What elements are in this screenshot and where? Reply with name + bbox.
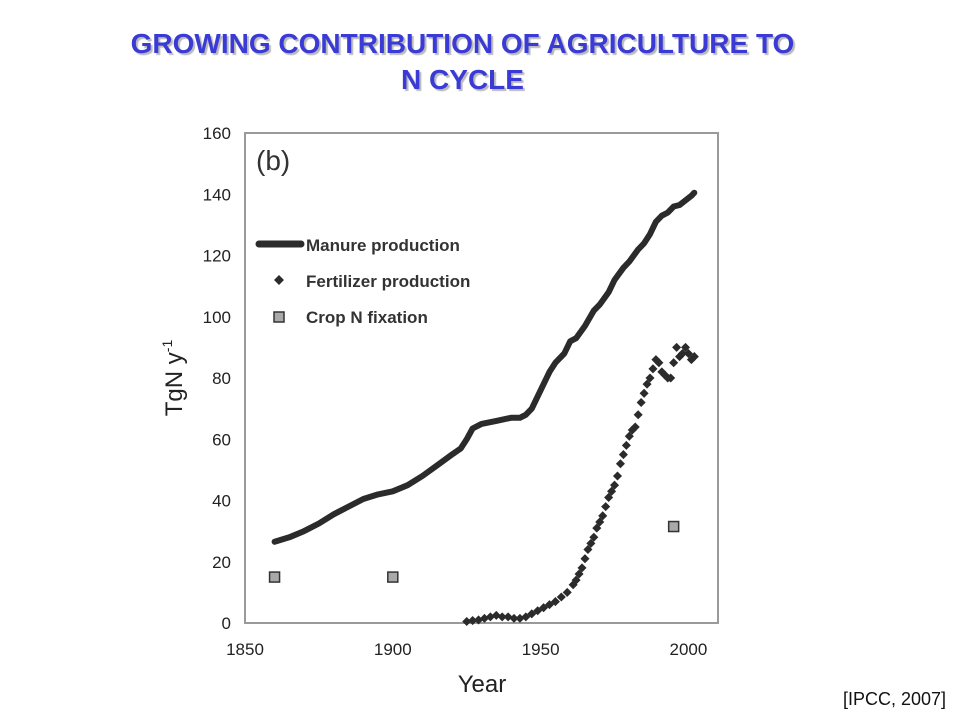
fertilizer-point <box>630 422 640 432</box>
fertilizer-point <box>574 569 584 579</box>
x-tick-label: 1950 <box>522 640 560 659</box>
fertilizer-point <box>636 397 646 408</box>
legend-crop-swatch <box>273 311 285 323</box>
fertilizer-point <box>633 410 643 420</box>
x-axis-title: Year <box>458 671 507 698</box>
fertilizer-point <box>598 511 608 521</box>
y-axis-title-superscript: -1 <box>159 340 175 353</box>
fertilizer-point <box>595 517 605 527</box>
crop-fixation-point <box>387 571 399 583</box>
x-tick-label: 1900 <box>374 640 412 659</box>
y-tick-label: 0 <box>222 614 231 633</box>
x-axis-ticks: 1850 1900 1950 2000 <box>226 640 707 659</box>
fertilizer-point <box>580 554 590 564</box>
slide-title-line-2: N CYCLE <box>401 64 524 95</box>
fertilizer-point <box>550 597 560 607</box>
fertilizer-point <box>618 450 628 460</box>
fertilizer-point <box>648 364 658 374</box>
y-tick-label: 140 <box>203 185 231 204</box>
fertilizer-point <box>586 538 596 548</box>
fertilizer-point <box>468 616 478 626</box>
crop-fixation-series <box>268 520 680 583</box>
fertilizer-point <box>621 440 631 450</box>
fertilizer-point <box>672 342 682 352</box>
y-axis-title-group: TgN y-1 <box>159 340 188 417</box>
fertilizer-point <box>639 388 649 398</box>
fertilizer-point <box>615 459 625 469</box>
y-tick-label: 40 <box>212 492 231 511</box>
crop-fixation-point <box>268 571 281 583</box>
legend-fertilizer-label: Fertilizer production <box>306 272 470 291</box>
fertilizer-point <box>577 563 587 573</box>
manure-series <box>271 189 698 545</box>
y-axis-title: TgN y-1 <box>159 340 188 417</box>
manure-line <box>271 189 698 545</box>
y-tick-label: 160 <box>203 124 231 143</box>
fertilizer-point <box>497 612 507 622</box>
y-tick-label: 60 <box>212 430 231 449</box>
fertilizer-point <box>689 352 699 362</box>
slide-title: GROWING CONTRIBUTION OF AGRICULTURE TO N… <box>40 26 885 98</box>
legend-fertilizer-swatch <box>274 275 284 285</box>
legend-manure-label: Manure production <box>306 236 460 255</box>
fertilizer-point <box>669 358 679 368</box>
legend: Manure production Fertilizer production … <box>255 236 470 327</box>
fertilizer-series <box>462 342 699 626</box>
fertilizer-point <box>592 523 602 533</box>
plot-frame <box>244 132 719 624</box>
fertilizer-point <box>583 544 593 555</box>
legend-crop-label: Crop N fixation <box>306 308 428 327</box>
fertilizer-point <box>612 471 623 481</box>
y-tick-label: 80 <box>212 369 231 388</box>
fertilizer-point <box>562 587 572 597</box>
fertilizer-point <box>601 502 611 512</box>
y-tick-label: 20 <box>212 553 231 572</box>
fertilizer-point <box>645 373 655 383</box>
y-tick-label: 100 <box>203 308 231 327</box>
panel-label: (b) <box>256 145 290 176</box>
y-axis-ticks: 0 20 40 60 80 100 120 140 160 <box>203 124 231 633</box>
fertilizer-point <box>589 532 599 542</box>
x-tick-label: 2000 <box>670 640 708 659</box>
y-axis-title-text: TgN y <box>161 352 188 416</box>
fertilizer-point <box>462 616 472 626</box>
fertilizer-point <box>571 575 581 585</box>
x-tick-label: 1850 <box>226 640 264 659</box>
crop-fixation-point <box>667 520 680 533</box>
source-citation: [IPCC, 2007] <box>842 689 946 709</box>
fertilizer-point <box>556 592 566 602</box>
slide-title-line-1: GROWING CONTRIBUTION OF AGRICULTURE TO <box>130 28 795 59</box>
y-tick-label: 120 <box>203 247 231 266</box>
